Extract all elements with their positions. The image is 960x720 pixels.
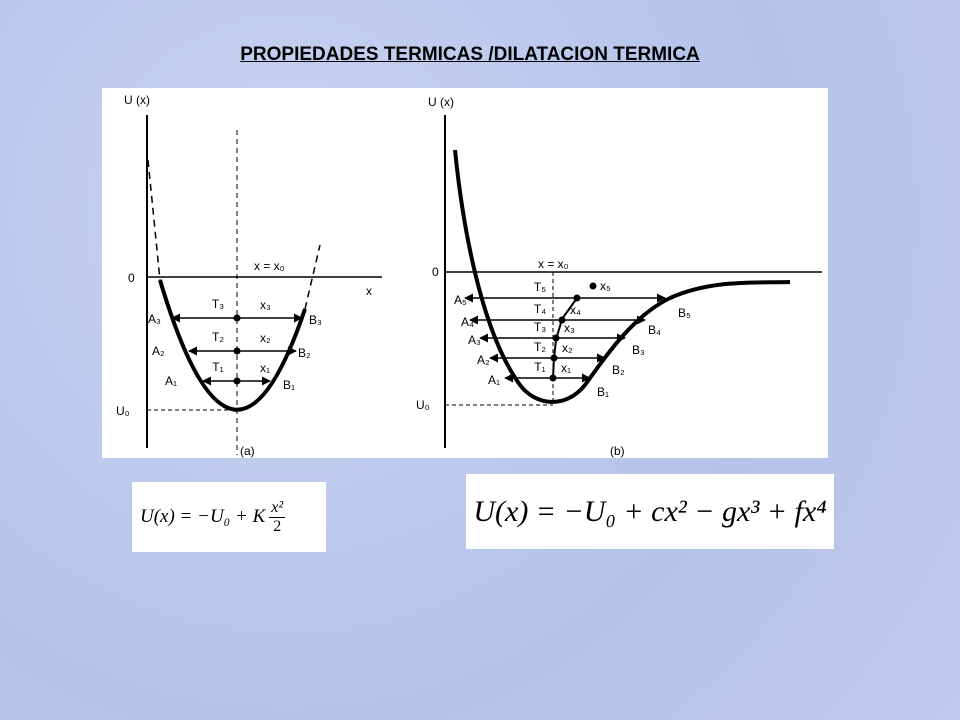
center-dot	[233, 314, 241, 322]
u0-label: U₀	[116, 404, 130, 418]
level-a: A₂	[152, 344, 165, 358]
level-b: B₁	[283, 378, 295, 392]
level-t: T₃	[212, 297, 224, 311]
level-t: T₁	[212, 360, 223, 374]
formula-b-box: U(x) = −U₀ + cx² − gx³ + fx⁴	[466, 474, 834, 549]
panel-a: U (x) 0 x x = x₀ U₀ (a) A₁ B₁ T₁ x₁ A₂ B₂ T₂ x₂ A₃ B₃ T₃…	[116, 93, 382, 458]
level-t: T₁	[534, 360, 545, 374]
level-a: A₃	[148, 312, 161, 326]
level-a: A₁	[165, 374, 177, 388]
x0-label: x = x₀	[538, 257, 569, 271]
level-b: B₃	[309, 313, 322, 327]
y-axis-label: U (x)	[124, 93, 150, 107]
level-x: x₁	[561, 361, 571, 375]
origin-label: 0	[432, 265, 439, 279]
u0-label: U₀	[416, 398, 430, 412]
center-dot	[552, 334, 560, 342]
center-dot	[549, 374, 557, 382]
center-dot	[589, 282, 597, 290]
level-a: A₃	[468, 333, 481, 347]
level-a: A₁	[488, 373, 500, 387]
x-axis-label: x	[366, 284, 372, 298]
level-x: x₂	[260, 331, 271, 345]
panel-b: U (x) 0 x = x₀ U₀ (b) A₁ B₁ T₁ x₁ A₂ B₂ T₂ x₂ A₃ B₃ T₃ x…	[416, 95, 822, 458]
level-t: T₄	[534, 302, 546, 316]
fraction: x² 2	[269, 498, 286, 536]
caption: (a)	[240, 444, 255, 458]
x0-label: x = x₀	[254, 259, 285, 273]
center-dot	[558, 316, 566, 324]
potential-curve	[453, 149, 791, 404]
level-x: x₁	[260, 361, 270, 375]
diagram-panel	[102, 88, 828, 458]
center-dot	[573, 294, 581, 302]
potential-curve	[158, 279, 307, 412]
level-a: A₂	[477, 353, 490, 367]
center-dot	[550, 354, 558, 362]
numerator: x²	[269, 498, 286, 518]
center-dot	[233, 347, 241, 355]
slide-title: PROPIEDADES TERMICAS /DILATACION TERMICA	[240, 44, 700, 65]
level-t: T₃	[534, 320, 546, 334]
level-x: x₄	[570, 303, 581, 317]
level-b: B₅	[678, 306, 691, 320]
level-t: T₅	[534, 280, 546, 294]
y-axis-label: U (x)	[428, 95, 454, 109]
formula-a-box: U(x) = −U₀ + K x² 2	[132, 482, 326, 552]
origin-label: 0	[128, 271, 135, 285]
formula-b: U(x) = −U₀ + cx² − gx³ + fx⁴	[473, 494, 827, 528]
level-b: B₃	[632, 343, 645, 357]
level-a: A₄	[461, 315, 474, 329]
level-x: x₂	[562, 341, 573, 355]
caption: (b)	[610, 444, 625, 458]
level-t: T₂	[212, 330, 224, 344]
level-x: x₃	[260, 298, 271, 312]
denominator: 2	[273, 517, 282, 535]
level-b: B₂	[298, 346, 311, 360]
level-b: B₁	[597, 385, 609, 399]
level-b: B₄	[648, 323, 661, 337]
level-b: B₂	[612, 363, 625, 377]
formula-a-lhs: U(x) = −U₀ + K	[140, 506, 266, 527]
level-t: T₂	[534, 340, 546, 354]
x5-label: x₅	[600, 279, 611, 293]
curve-extension	[147, 159, 321, 310]
center-dot	[233, 377, 241, 385]
level-a: A₅	[454, 293, 467, 307]
level-x: x₃	[564, 321, 575, 335]
